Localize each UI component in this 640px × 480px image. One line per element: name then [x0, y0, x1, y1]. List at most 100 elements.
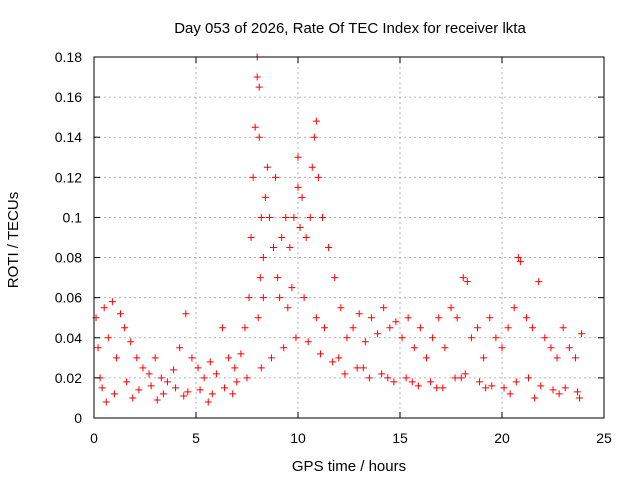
data-point	[447, 304, 455, 312]
data-point	[129, 394, 137, 402]
data-point	[294, 183, 302, 191]
data-point	[392, 318, 400, 326]
x-tick-label: 25	[596, 430, 612, 446]
data-point	[100, 304, 108, 312]
data-point	[500, 384, 508, 392]
data-point	[506, 390, 514, 398]
data-point	[561, 384, 569, 392]
data-point	[504, 324, 512, 332]
data-point	[410, 344, 418, 352]
data-point	[512, 378, 520, 386]
data-point	[254, 314, 262, 322]
y-tick-label: 0	[74, 410, 82, 426]
data-point	[341, 370, 349, 378]
data-point	[384, 374, 392, 382]
data-point	[259, 294, 267, 302]
data-point	[549, 386, 557, 394]
data-point	[261, 193, 269, 201]
y-tick-label: 0.14	[55, 129, 82, 145]
data-point	[318, 213, 326, 221]
data-point	[159, 390, 167, 398]
data-point	[267, 354, 275, 362]
data-point	[249, 173, 257, 181]
data-point	[151, 354, 159, 362]
y-tick-label: 0.04	[55, 330, 82, 346]
data-point	[416, 324, 424, 332]
data-point	[367, 314, 375, 322]
data-point	[306, 213, 314, 221]
data-point	[259, 254, 267, 262]
data-point	[541, 334, 549, 342]
data-point	[329, 358, 337, 366]
data-point	[184, 388, 192, 396]
data-point	[182, 310, 190, 318]
data-point	[112, 354, 120, 362]
data-point	[522, 314, 530, 322]
data-point	[461, 370, 469, 378]
data-point	[163, 378, 171, 386]
data-point	[153, 396, 161, 404]
data-point	[127, 338, 135, 346]
data-point	[300, 294, 308, 302]
data-point	[404, 314, 412, 322]
data-point	[578, 330, 586, 338]
data-point	[247, 234, 255, 241]
data-point	[314, 173, 322, 181]
data-point	[98, 384, 106, 392]
x-axis: 0 5 10 15 20 25	[90, 57, 612, 446]
data-point	[243, 374, 251, 382]
data-point	[219, 324, 227, 332]
data-point	[194, 364, 202, 372]
data-point	[204, 398, 212, 406]
data-point	[457, 374, 465, 382]
data-point	[145, 370, 153, 378]
data-point	[378, 370, 386, 378]
data-point	[286, 244, 294, 252]
data-point	[573, 388, 581, 396]
data-point	[474, 324, 482, 332]
data-point	[355, 310, 363, 318]
data-point	[486, 314, 494, 322]
data-point	[451, 374, 459, 382]
data-point	[257, 364, 265, 372]
data-point	[108, 298, 116, 306]
data-point	[514, 254, 522, 262]
data-point	[516, 258, 524, 266]
data-point	[398, 334, 406, 342]
x-tick-label: 0	[90, 430, 98, 446]
data-point	[365, 374, 373, 382]
data-point	[337, 304, 345, 312]
data-point	[433, 384, 441, 392]
data-point	[278, 234, 286, 241]
data-point	[302, 234, 310, 241]
data-point	[553, 354, 561, 362]
data-point	[390, 378, 398, 386]
data-point	[104, 334, 112, 342]
data-point	[117, 310, 125, 318]
data-point	[576, 394, 584, 402]
data-point	[529, 324, 537, 332]
data-point	[488, 382, 496, 390]
data-point	[147, 382, 155, 390]
data-point	[176, 344, 184, 352]
data-point	[571, 354, 579, 362]
data-point	[251, 123, 259, 131]
data-point	[256, 274, 264, 282]
data-point	[241, 324, 249, 332]
data-point	[525, 374, 533, 382]
data-point	[312, 314, 320, 322]
y-tick-label: 0.1	[63, 209, 83, 225]
data-point	[316, 350, 324, 358]
data-point	[296, 223, 304, 231]
data-point	[255, 133, 263, 141]
x-axis-label: GPS time / hours	[292, 458, 406, 475]
data-point	[133, 354, 141, 362]
data-point	[263, 163, 271, 171]
data-point	[121, 324, 129, 332]
data-point	[498, 344, 506, 352]
data-point	[565, 344, 573, 352]
data-point	[547, 344, 555, 352]
data-point	[459, 274, 467, 282]
grid-lines	[94, 57, 604, 418]
data-point	[423, 354, 431, 362]
